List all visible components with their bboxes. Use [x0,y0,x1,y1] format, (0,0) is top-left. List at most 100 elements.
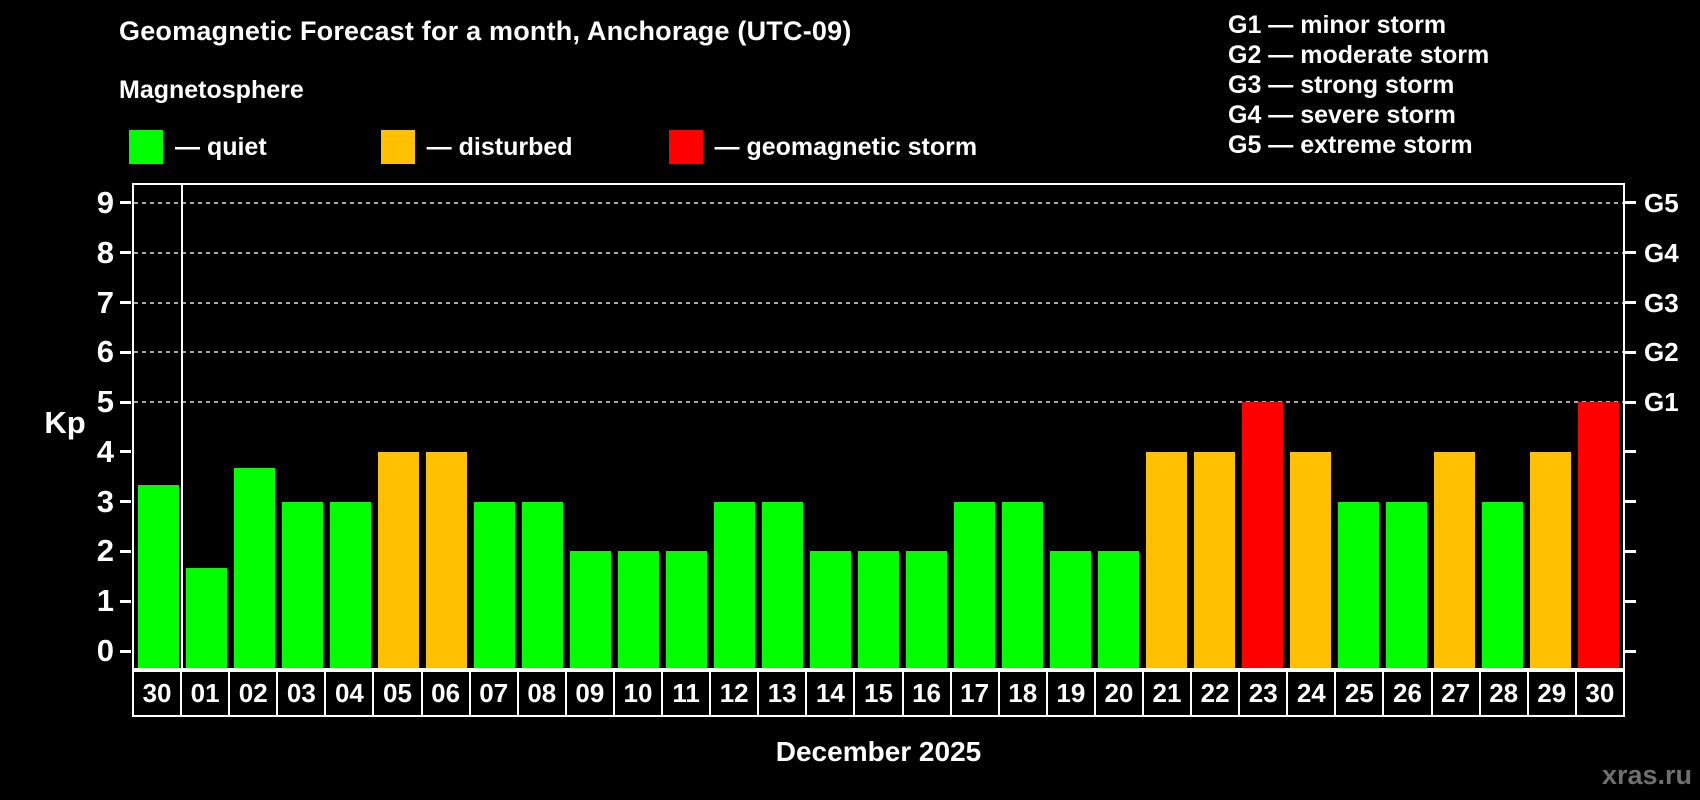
legend-swatch-disturbed-icon [380,130,415,164]
bar-day-09 [569,551,611,668]
ytick-label-4: 4 [96,433,114,469]
bar-slot-21 [1143,185,1191,668]
bar-day-28 [1482,501,1524,668]
bar-slot-10 [614,185,662,668]
bar-day-21 [1146,451,1188,668]
gridline-kp-6 [134,351,1623,354]
day-cell-16: 16 [901,670,952,717]
bar-slot-12 [710,185,758,668]
x-axis-title: December 2025 [775,736,982,767]
legend-swatch-storm-icon [668,130,703,164]
color-legend: — quiet — disturbed — geomagnetic storm [129,130,977,164]
legend-item-storm: — geomagnetic storm [668,130,978,164]
ytick-label-7: 7 [96,284,114,320]
bar-slot-27 [1431,185,1479,668]
left-tick-1 [120,599,131,603]
right-tick-9 [1625,201,1636,205]
storm-scale-line-3: G3 — strong storm [1228,71,1455,99]
ytick-label-0: 0 [96,633,114,669]
left-tick-4 [120,450,131,454]
bar-day-02 [233,468,275,668]
day-cell-28: 28 [1478,670,1529,717]
bar-slot-04 [326,185,374,668]
chart-subtitle: Magnetosphere [119,76,304,104]
right-tick-7 [1625,301,1636,304]
chart-title: Geomagnetic Forecast for a month, Anchor… [119,16,852,46]
gridline-kp-5 [134,401,1623,404]
bar-slot-13 [758,185,806,668]
bar-slot-17 [951,185,999,668]
day-cell-27: 27 [1430,670,1481,717]
right-tick-6 [1625,350,1636,354]
day-cell-14: 14 [805,670,856,717]
bar-slot-30 [134,185,182,668]
day-cell-04: 04 [324,670,375,717]
ytick-label-2: 2 [96,533,114,569]
legend-item-quiet: — quiet [129,130,267,164]
bar-slot-15 [854,185,902,668]
bar-day-13 [761,501,803,668]
day-cell-03: 03 [276,670,327,717]
right-tick-8 [1625,251,1636,255]
ytick-label-3: 3 [96,483,114,519]
bar-day-25 [1338,501,1380,668]
bar-day-29 [1530,451,1572,668]
bar-slot-14 [806,185,854,668]
bar-day-06 [425,451,467,668]
day-cell-25: 25 [1334,670,1385,717]
right-axis-label-G1: G1 [1644,387,1679,418]
bar-day-16 [906,551,948,668]
ytick-label-9: 9 [96,184,114,220]
left-tick-2 [120,549,131,553]
right-tick-4 [1625,450,1636,454]
bar-slot-07 [470,185,518,668]
day-cell-12: 12 [709,670,760,717]
bar-day-15 [857,551,899,668]
plot-area [132,183,1625,670]
day-cell-06: 06 [420,670,471,717]
bar-day-23 [1242,402,1284,668]
right-tick-0 [1625,649,1636,653]
ytick-label-8: 8 [96,234,114,270]
ytick-label-1: 1 [96,583,114,619]
day-cell-26: 26 [1382,670,1433,717]
bar-day-08 [521,501,563,668]
ytick-label-5: 5 [96,384,114,420]
bar-slot-03 [278,185,326,668]
bar-slot-18 [999,185,1047,668]
bar-day-24 [1290,451,1332,668]
bar-slot-01 [182,185,230,668]
day-cell-09: 09 [564,670,615,717]
bar-slot-23 [1239,185,1287,668]
legend-label-quiet: — quiet [175,132,267,161]
day-cell-11: 11 [661,670,712,717]
gridline-kp-9 [134,201,1623,204]
day-cell-23: 23 [1238,670,1289,717]
bar-day-03 [281,501,323,668]
bar-slot-20 [1095,185,1143,668]
legend-item-disturbed: — disturbed [380,130,573,164]
day-cell-30: 30 [1574,670,1625,717]
day-cell-prev-30: 30 [132,670,183,717]
y-axis-label: Kp [44,405,86,440]
day-cell-10: 10 [612,670,664,717]
storm-scale-line-2: G2 — moderate storm [1228,41,1490,69]
storm-scale-line-5: G5 — extreme storm [1228,131,1473,159]
day-cell-01: 01 [180,670,231,717]
day-cell-08: 08 [516,670,567,717]
left-tick-0 [120,649,131,653]
bar-day-26 [1386,501,1428,668]
day-cell-07: 07 [468,670,519,717]
day-cell-22: 22 [1190,670,1241,717]
bar-day-22 [1194,451,1236,668]
bar-day-07 [473,501,515,668]
day-cell-20: 20 [1093,670,1144,717]
day-cell-15: 15 [853,670,904,717]
left-tick-5 [120,400,131,404]
left-tick-9 [120,201,131,205]
right-axis-label-G5: G5 [1644,187,1679,218]
bar-slot-05 [374,185,422,668]
legend-label-storm: — geomagnetic storm [714,132,978,161]
bar-day-11 [665,551,707,668]
day-cell-18: 18 [997,670,1048,717]
